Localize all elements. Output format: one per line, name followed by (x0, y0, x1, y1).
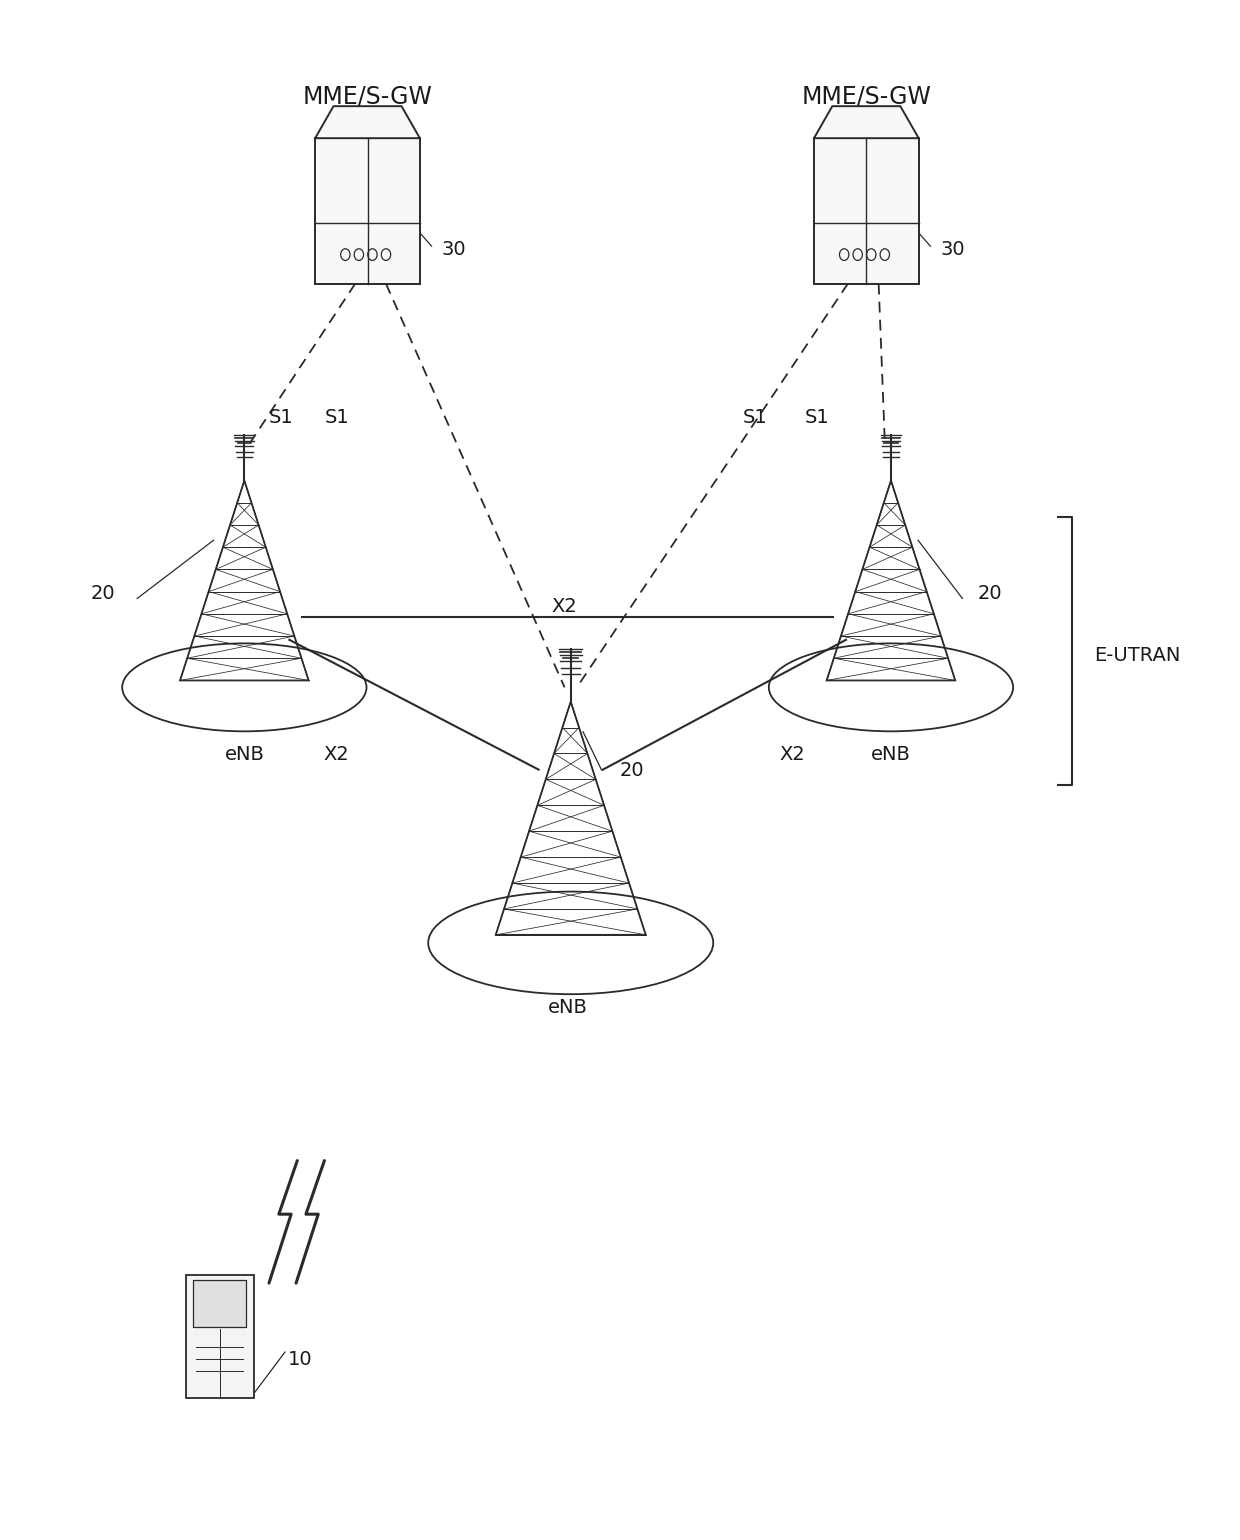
Text: E-UTRAN: E-UTRAN (1094, 645, 1180, 665)
Polygon shape (315, 106, 420, 139)
Text: S1: S1 (269, 408, 294, 427)
Text: 30: 30 (940, 240, 965, 259)
Polygon shape (813, 106, 919, 139)
Text: X2: X2 (552, 596, 578, 616)
Text: MME/S-GW: MME/S-GW (303, 85, 433, 108)
Bar (186, 1275, 253, 1398)
Text: 10: 10 (288, 1351, 312, 1369)
Bar (813, 139, 919, 283)
Text: eNB: eNB (548, 998, 588, 1016)
Text: 20: 20 (620, 761, 645, 779)
Bar (193, 1280, 246, 1327)
Text: 20: 20 (91, 584, 115, 604)
Text: S1: S1 (325, 408, 350, 427)
Text: X2: X2 (324, 745, 350, 764)
Text: S1: S1 (805, 408, 830, 427)
Text: 30: 30 (441, 240, 466, 259)
Bar (315, 139, 420, 283)
Text: eNB: eNB (224, 745, 264, 764)
Text: 20: 20 (977, 584, 1002, 604)
Text: eNB: eNB (870, 745, 911, 764)
Text: MME/S-GW: MME/S-GW (801, 85, 931, 108)
Text: S1: S1 (743, 408, 768, 427)
Text: X2: X2 (780, 745, 805, 764)
